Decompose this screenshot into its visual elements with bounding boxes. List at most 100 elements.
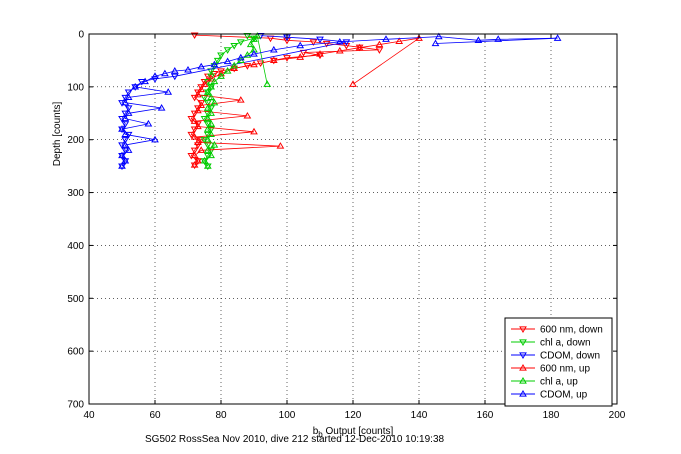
data-point <box>124 146 133 153</box>
data-point <box>194 156 202 164</box>
data-point <box>164 88 173 95</box>
data-point <box>207 119 215 127</box>
legend-label: chl a, up <box>540 377 578 388</box>
data-point <box>210 77 219 85</box>
data-point <box>210 98 219 106</box>
legend-entry: 600 nm, down <box>511 325 603 336</box>
data-point <box>190 32 199 40</box>
data-point <box>194 138 202 145</box>
data-point <box>335 46 344 54</box>
data-point <box>236 53 245 61</box>
data-point <box>309 39 318 46</box>
data-point <box>210 141 219 148</box>
data-point <box>236 96 245 103</box>
x-tick-label: 80 <box>215 410 227 421</box>
data-point <box>207 82 215 90</box>
data-point <box>263 80 272 87</box>
data-point <box>190 110 199 118</box>
data-point <box>431 39 440 47</box>
y-tick-label: 700 <box>67 400 84 411</box>
data-point <box>223 67 232 74</box>
legend-entry: CDOM, up <box>511 390 588 401</box>
y-tick-label: 100 <box>67 82 84 93</box>
data-point <box>203 146 212 153</box>
data-point <box>250 127 258 135</box>
data-point <box>375 40 384 48</box>
data-point <box>283 37 291 45</box>
data-point <box>553 34 562 41</box>
series-line <box>121 36 558 167</box>
data-point <box>246 40 255 48</box>
data-point <box>190 133 199 140</box>
legend-label: CDOM, up <box>540 390 588 401</box>
legend: 600 nm, down chl a, down CDOM, down 600 nm,… <box>504 317 613 407</box>
data-point <box>316 36 324 44</box>
data-point <box>194 122 202 130</box>
x-axis-label: bb Output [counts] <box>313 426 394 439</box>
legend-swatch-marker <box>519 364 527 371</box>
x-tick-label: 200 <box>609 410 626 421</box>
series-4 <box>200 32 272 169</box>
legend-swatch-marker <box>519 390 527 397</box>
data-point <box>121 156 130 164</box>
data-point <box>121 114 130 122</box>
data-point <box>207 109 215 116</box>
data-point <box>217 72 225 79</box>
x-tick-label: 160 <box>477 410 494 421</box>
data-point <box>144 119 153 127</box>
y-tick-label: 200 <box>67 135 84 146</box>
data-point <box>203 114 212 122</box>
data-point <box>355 43 364 51</box>
data-point <box>203 100 212 107</box>
data-point <box>151 72 159 79</box>
data-point <box>197 85 206 93</box>
data-point <box>203 78 212 86</box>
x-tick-label: 40 <box>83 410 95 421</box>
data-point <box>243 51 252 58</box>
data-point <box>243 111 252 119</box>
data-point <box>322 40 331 48</box>
data-point <box>210 63 219 70</box>
data-point <box>283 55 291 62</box>
data-point <box>217 69 225 77</box>
data-point <box>269 45 278 53</box>
x-tick-label: 60 <box>149 410 161 421</box>
data-point <box>236 39 245 46</box>
data-point <box>124 105 133 112</box>
legend-entry: 600 nm, up <box>511 364 590 375</box>
data-point <box>121 137 130 144</box>
data-point <box>210 60 219 68</box>
data-point <box>157 104 166 111</box>
data-point <box>203 104 212 111</box>
data-point <box>203 88 212 95</box>
data-point <box>207 93 215 101</box>
data-point <box>190 147 199 155</box>
data-point <box>194 90 202 98</box>
data-point <box>217 52 225 60</box>
data-point <box>121 130 130 138</box>
data-point <box>230 43 239 50</box>
data-point <box>124 109 133 116</box>
x-tick-label: 180 <box>543 410 560 421</box>
legend-swatch-marker <box>519 377 527 384</box>
data-point <box>395 37 404 44</box>
data-point <box>276 142 285 149</box>
data-point <box>194 106 202 114</box>
legend-label: CDOM, down <box>540 351 600 362</box>
series-layer <box>118 32 562 171</box>
data-point <box>342 43 351 50</box>
legend-label: chl a, down <box>540 338 591 349</box>
legend-label: 600 nm, up <box>540 364 590 375</box>
data-point <box>349 80 357 87</box>
data-point <box>230 61 239 69</box>
data-point <box>296 53 305 60</box>
legend-swatch-marker <box>519 352 527 359</box>
data-point <box>187 115 196 123</box>
data-point <box>197 101 206 108</box>
legend-swatch-marker <box>519 339 527 346</box>
data-point <box>217 68 225 75</box>
data-point <box>434 32 443 40</box>
data-point <box>121 121 130 128</box>
data-point <box>253 32 262 39</box>
data-point <box>250 50 258 57</box>
